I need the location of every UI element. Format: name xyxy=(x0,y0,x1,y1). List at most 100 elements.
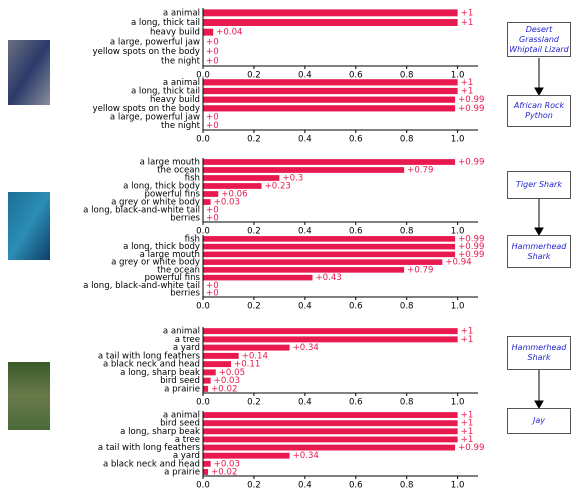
category-label: a long, sharp beak xyxy=(120,368,200,378)
category-label: a large mouth xyxy=(140,158,200,168)
node: Hammerhead Shark xyxy=(507,336,571,370)
category-label: a grey or white body xyxy=(111,198,200,208)
x-tick-label: 0.8 xyxy=(400,302,414,312)
value-label: +0.02 xyxy=(211,384,237,394)
bar xyxy=(203,385,209,392)
bar xyxy=(203,436,458,443)
bar xyxy=(203,19,458,26)
x-tick-label: 0.6 xyxy=(349,227,363,237)
bar xyxy=(203,352,239,359)
x-tick-label: 1.0 xyxy=(451,135,465,145)
value-label: +0 xyxy=(206,121,219,131)
value-label: +0 xyxy=(206,214,219,224)
bar xyxy=(203,444,456,451)
bar xyxy=(203,452,290,459)
category-label: a large mouth xyxy=(140,250,200,260)
value-label: +0.99 xyxy=(458,242,484,252)
value-label: +1 xyxy=(461,78,474,88)
category-label: a long, black-and-white tail xyxy=(83,281,200,291)
x-tick-label: 0.2 xyxy=(247,135,261,145)
x-tick-label: 0.4 xyxy=(298,481,312,489)
value-label: +0.99 xyxy=(458,234,484,244)
arrowhead xyxy=(534,400,544,410)
value-label: +0.79 xyxy=(407,166,433,176)
value-label: +1 xyxy=(461,87,474,97)
value-label: +1 xyxy=(461,411,474,421)
x-tick-label: 0.0 xyxy=(196,135,210,145)
value-label: +0 xyxy=(206,206,219,216)
x-tick-label: 0.8 xyxy=(400,398,414,408)
bar xyxy=(203,167,405,173)
arrowhead xyxy=(534,227,544,237)
category-label: a animal xyxy=(163,8,200,18)
value-label: +0 xyxy=(206,113,219,123)
value-label: +0 xyxy=(206,57,219,67)
bar xyxy=(203,191,219,197)
category-label: a long, thick body xyxy=(123,242,200,252)
category-label: a prairie xyxy=(164,384,200,394)
value-label: +1 xyxy=(461,419,474,429)
x-tick-label: 0.8 xyxy=(400,135,414,145)
category-label: berries xyxy=(170,289,200,299)
value-label: +0.43 xyxy=(315,273,341,283)
value-label: +0 xyxy=(206,37,219,47)
category-label: a large, powerful jaw xyxy=(110,37,200,47)
x-tick-label: 0.6 xyxy=(349,481,363,489)
arrows xyxy=(534,58,544,410)
value-label: +0.79 xyxy=(407,265,433,275)
x-tick-label: 0.0 xyxy=(196,398,210,408)
value-label: +0.99 xyxy=(458,250,484,260)
x-tick-label: 0.0 xyxy=(196,302,210,312)
category-label: a animal xyxy=(163,327,200,337)
value-label: +0.99 xyxy=(458,158,484,168)
x-tick-label: 0.2 xyxy=(247,481,261,489)
x-tick-label: 0.4 xyxy=(298,302,312,312)
value-label: +0.03 xyxy=(214,376,240,386)
category-label: a large, powerful jaw xyxy=(110,113,200,123)
category-label: a tree xyxy=(175,435,200,445)
bar xyxy=(203,469,209,475)
bar xyxy=(203,159,456,165)
value-label: +0.34 xyxy=(293,451,319,461)
category-label: powerful fins xyxy=(145,190,201,200)
x-tick-label: 0.0 xyxy=(196,481,210,489)
bar xyxy=(203,336,458,343)
category-label: a black neck and head xyxy=(103,360,200,370)
bar xyxy=(203,460,211,467)
value-label: +1 xyxy=(461,435,474,445)
value-label: +0.14 xyxy=(242,351,268,361)
category-label: the ocean xyxy=(157,265,200,275)
category-label: yellow spots on the body xyxy=(93,47,200,57)
value-label: +1 xyxy=(461,335,474,345)
category-label: heavy build xyxy=(150,95,200,105)
value-label: +1 xyxy=(461,427,474,437)
category-label: bird seed xyxy=(160,376,200,386)
x-tick-label: 0.6 xyxy=(349,302,363,312)
value-label: +0 xyxy=(206,281,219,291)
bar xyxy=(203,344,290,351)
node: Jay xyxy=(507,408,571,434)
category-label: a tail with long feathers xyxy=(98,351,201,361)
x-tick-label: 0.8 xyxy=(400,481,414,489)
category-label: a yard xyxy=(173,343,200,353)
value-label: +0.05 xyxy=(219,368,245,378)
bar xyxy=(203,377,211,384)
value-label: +0.34 xyxy=(293,343,319,353)
value-label: +0.06 xyxy=(221,190,247,200)
bar xyxy=(203,199,211,205)
bar xyxy=(203,183,262,189)
x-tick-label: 0.0 xyxy=(196,71,210,81)
x-tick-label: 1.0 xyxy=(451,398,465,408)
bar xyxy=(203,328,458,335)
value-label: +0 xyxy=(206,289,219,299)
x-tick-label: 0.4 xyxy=(298,227,312,237)
bar xyxy=(203,79,458,86)
x-tick-label: 1.0 xyxy=(451,481,465,489)
bar xyxy=(203,428,458,435)
x-tick-label: 0.8 xyxy=(400,227,414,237)
category-label: fish xyxy=(185,174,200,184)
x-tick-label: 1.0 xyxy=(451,71,465,81)
bar xyxy=(203,420,458,427)
